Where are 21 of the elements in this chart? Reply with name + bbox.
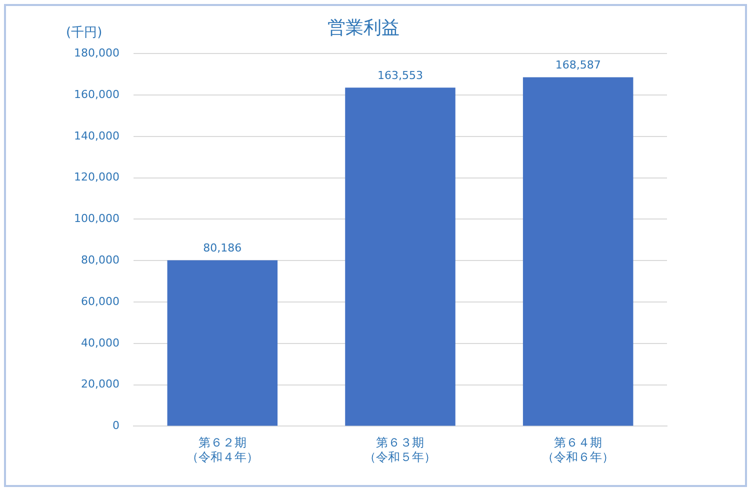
y-tick-label: 140,000 [74, 129, 120, 142]
y-tick-label: 180,000 [74, 46, 120, 60]
x-tick-label: 第６３期（令和５年） [364, 436, 436, 464]
y-tick-label: 80,000 [80, 253, 120, 266]
y-tick-label: 160,000 [74, 88, 120, 101]
y-axis-title: (千円) [66, 25, 102, 40]
bar [345, 88, 456, 426]
chart-title: 営業利益 [328, 17, 400, 38]
bar [522, 77, 634, 426]
y-tick-label: 0 [112, 419, 120, 432]
x-tick-label: 第６４期（令和６年） [542, 436, 614, 464]
y-tick-label: 60,000 [80, 294, 120, 308]
data-label: 80,186 [203, 242, 242, 255]
y-tick-label: 40,000 [80, 336, 120, 350]
bar [167, 260, 278, 426]
x-tick-label: 第６２期（令和４年） [186, 436, 258, 464]
data-label: 168,587 [555, 58, 601, 72]
y-tick-label: 100,000 [74, 212, 120, 226]
data-label: 163,553 [377, 69, 423, 82]
y-tick-label: 120,000 [74, 170, 120, 184]
y-tick-label: 20,000 [80, 378, 120, 391]
